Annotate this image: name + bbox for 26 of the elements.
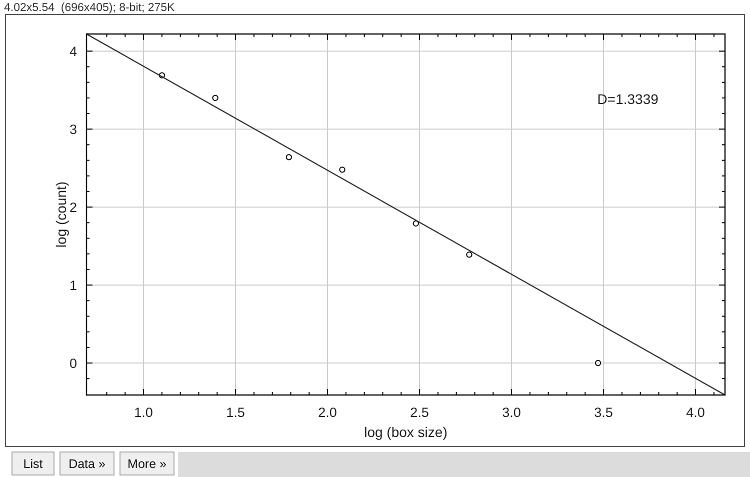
chart-subtitle: 4.02x5.54 (696x405); 8-bit; 275K xyxy=(4,2,176,14)
y-axis-title: log (count) xyxy=(53,181,69,248)
point xyxy=(212,94,218,102)
y-tick-label: 0 xyxy=(69,356,77,372)
point xyxy=(412,220,419,227)
point xyxy=(158,72,166,78)
y-tick-label: 1 xyxy=(69,278,77,294)
annotation: D=1.3339 xyxy=(597,91,659,107)
x-tick-label: 1.5 xyxy=(226,405,245,420)
x-tick-label: 2.0 xyxy=(318,405,337,420)
button: Data » xyxy=(60,452,114,476)
x-tick-label: 3.0 xyxy=(502,405,521,420)
button: More » xyxy=(120,452,174,476)
point xyxy=(594,360,602,366)
point xyxy=(466,252,472,258)
x-tick-label: 2.5 xyxy=(410,405,429,420)
point xyxy=(339,166,346,173)
x-axis-title: log (box size) xyxy=(364,424,448,440)
x-tick-label: 3.5 xyxy=(594,405,613,420)
y-tick-label: 3 xyxy=(69,122,77,138)
y-tick-label: 4 xyxy=(69,44,78,60)
y-tick-label: 2 xyxy=(69,200,77,216)
point xyxy=(286,154,292,160)
button: List xyxy=(12,452,54,476)
x-tick-label: 4.0 xyxy=(686,405,705,420)
x-tick-label: 1.0 xyxy=(134,405,153,420)
